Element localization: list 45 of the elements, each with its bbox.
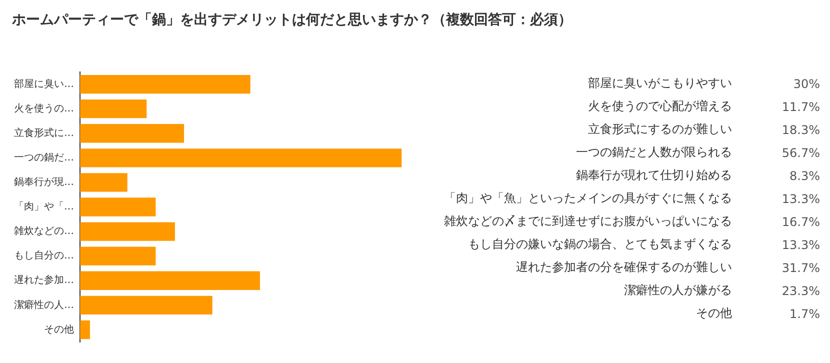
data-label: 30% bbox=[792, 76, 820, 90]
data-label: 16.7% bbox=[780, 214, 820, 228]
bar bbox=[80, 74, 250, 94]
text: 立食形式にするのが難しい bbox=[587, 121, 732, 138]
text: 遅れた参加者の分を確保するのが難しい bbox=[515, 259, 732, 276]
bar bbox=[80, 99, 147, 118]
y-tick-label: 火を使うの… bbox=[14, 102, 74, 114]
y-tick-label: 一つの鍋だ… bbox=[14, 152, 74, 164]
data-label: 23.3% bbox=[780, 284, 820, 298]
data-label: 18.3% bbox=[780, 122, 820, 136]
y-tick-label: 「肉」や「… bbox=[14, 200, 74, 213]
bar bbox=[80, 320, 90, 340]
data-label: 31.7% bbox=[780, 260, 820, 274]
y-tick-label: 遅れた参加… bbox=[14, 274, 74, 286]
y-tick-label: もし自分の… bbox=[14, 250, 74, 262]
bar bbox=[80, 222, 175, 241]
text: 一つの鍋だと人数が限られる bbox=[575, 144, 732, 161]
text: その他 bbox=[695, 305, 732, 322]
y-tick-label: 鍋奉行が現… bbox=[14, 177, 74, 188]
text: 火を使うので心配が増える bbox=[587, 98, 732, 115]
bar bbox=[80, 148, 402, 168]
text: 雑炊などの〆までに到達せずにお腹がいっぱいになる bbox=[443, 213, 732, 230]
bar bbox=[80, 124, 184, 143]
data-label: 13.3% bbox=[780, 238, 820, 252]
y-tick-label: 雑炊などの… bbox=[14, 225, 74, 238]
y-tick-label: 部屋に臭い… bbox=[14, 78, 74, 90]
y-tick-label: その他 bbox=[44, 323, 74, 336]
text: 「肉」や「魚」といったメインの具がすぐに無くなる bbox=[443, 190, 732, 207]
bar bbox=[80, 246, 156, 266]
bar bbox=[80, 198, 156, 216]
text: 部屋に臭いがこもりやすい bbox=[587, 75, 732, 92]
text: 潔癖性の人が嫌がる bbox=[623, 282, 732, 299]
data-label: 11.7% bbox=[780, 100, 820, 114]
text: 鍋奉行が現れて仕切り始める bbox=[575, 167, 732, 184]
data-label: 56.7% bbox=[780, 146, 820, 160]
data-label: 8.3% bbox=[788, 168, 820, 182]
bar bbox=[80, 296, 212, 315]
bar bbox=[80, 173, 128, 192]
y-tick-label: 潔癖性の人… bbox=[14, 298, 74, 311]
chart-title: ホームパーティーで「鍋」を出すデメリットは何だと思いますか？（複数回答可：必須） bbox=[12, 11, 572, 29]
y-tick-label: 立食形式に… bbox=[14, 126, 74, 139]
data-label: 13.3% bbox=[780, 192, 820, 206]
data-label: 1.7% bbox=[788, 306, 820, 320]
text: もし自分の嫌いな鍋の場合、とても気まずくなる bbox=[467, 236, 732, 253]
bar bbox=[80, 271, 260, 290]
